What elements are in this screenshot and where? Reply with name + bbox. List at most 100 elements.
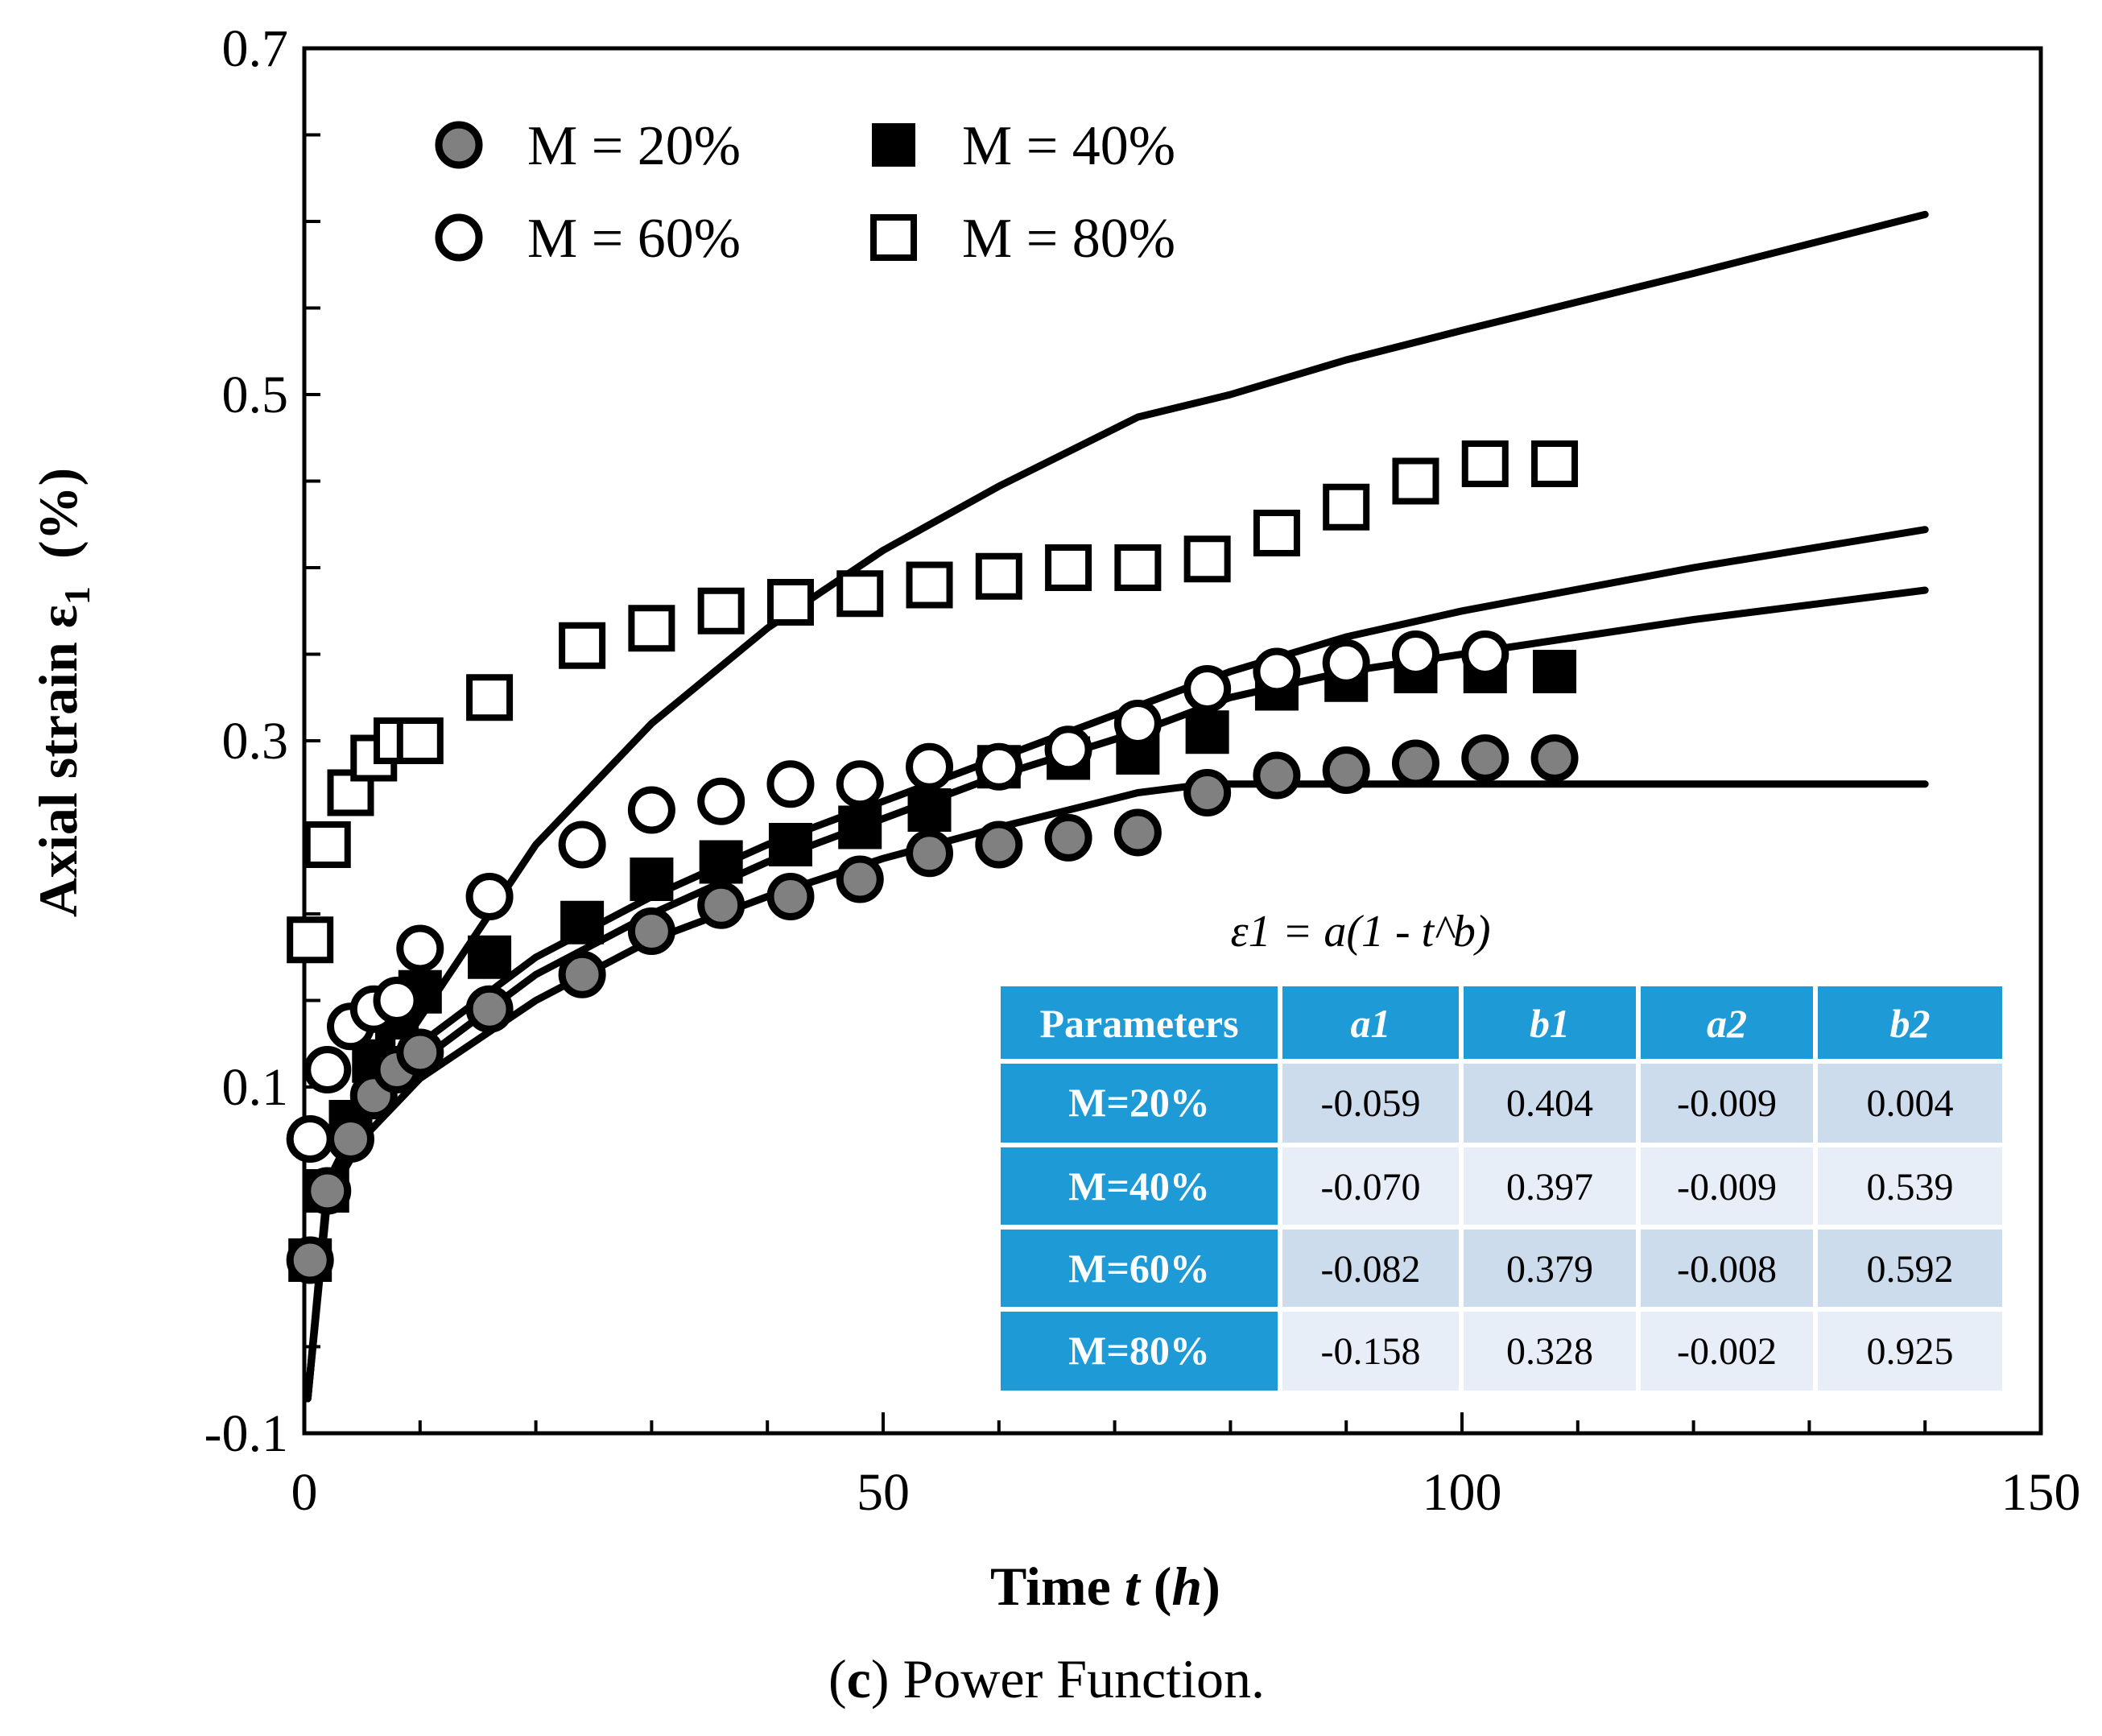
data-point (627, 786, 675, 834)
data-point (766, 873, 815, 920)
data-point (465, 985, 514, 1033)
legend-marker (435, 213, 483, 262)
data-point (1391, 630, 1439, 678)
table-value: -0.009 (1677, 1166, 1777, 1209)
data-point (468, 935, 512, 979)
series-open-square (287, 440, 1579, 964)
data-point (766, 760, 815, 808)
data-point (1391, 739, 1439, 787)
y-tick-label: 0.1 (222, 1058, 289, 1117)
legend-item: M = 20% (435, 115, 741, 177)
data-point (697, 777, 745, 825)
table-value: 0.925 (1867, 1330, 1954, 1373)
data-point (304, 1046, 352, 1093)
table-cell (1464, 1312, 1636, 1391)
legend-marker (435, 121, 483, 169)
axis-ticks: 0 50 100 150 -0.1 0.1 0.3 0.5 0.7 (204, 19, 2081, 1522)
data-point (560, 900, 605, 944)
data-point (1533, 650, 1577, 693)
table-header-cell (1464, 986, 1636, 1059)
data-point (697, 881, 745, 929)
series-open-circle (286, 630, 1509, 1163)
data-point (627, 907, 675, 955)
legend-item: M = 40% (872, 115, 1175, 177)
data-point (1044, 725, 1092, 774)
data-point (766, 579, 814, 626)
table-value: 0.592 (1867, 1248, 1954, 1291)
table-header-cell (1001, 986, 1278, 1059)
data-point (1044, 813, 1092, 862)
legend: M = 20% M = 40% M = 60% M = 80% (435, 115, 1175, 270)
data-point (907, 788, 952, 832)
data-point (836, 760, 884, 808)
table-cell (1282, 1147, 1459, 1225)
table-cell (1001, 1064, 1278, 1143)
table-value: -0.002 (1677, 1330, 1777, 1373)
table-value: 0.397 (1506, 1166, 1593, 1209)
parameter-table: ε1 = a(1 - t^b) Parameters a1 b1 a2 b2 M=20% -0… (1001, 907, 2002, 1391)
table-cell (1641, 1230, 1813, 1307)
y-tick-label: 0.3 (222, 712, 289, 771)
data-point (1183, 665, 1232, 713)
data-point (558, 820, 606, 869)
table-cell (1282, 1064, 1459, 1143)
x-tick-label: 150 (2001, 1463, 2081, 1522)
data-point (1461, 630, 1509, 678)
data-point (287, 916, 334, 964)
table-value: 0.328 (1506, 1330, 1593, 1373)
y-axis-title: Axial strain ε1 (%) (27, 468, 97, 917)
table-cell (1818, 1230, 2002, 1307)
data-point (559, 622, 606, 669)
table-row-label: M=20% (1068, 1080, 1210, 1125)
data-point (906, 561, 953, 609)
data-point (838, 805, 882, 849)
x-axis-title-text: Time t (h) (990, 1556, 1220, 1617)
y-axis-title-text: Axial strain ε1 (%) (27, 468, 97, 917)
data-point (286, 1115, 334, 1163)
table-value: 0.539 (1867, 1166, 1954, 1209)
table-value: 0.379 (1506, 1248, 1593, 1291)
data-point (466, 674, 514, 721)
data-point (286, 1236, 334, 1284)
legend-item: M = 80% (870, 208, 1175, 270)
table-value: -0.082 (1321, 1248, 1421, 1291)
table-cell (1001, 1230, 1278, 1307)
table-cell (1641, 1064, 1813, 1143)
data-point (1253, 647, 1301, 696)
table-cell (1818, 1064, 2002, 1143)
data-point (768, 823, 812, 866)
legend-label: M = 60% (527, 208, 741, 270)
data-point (1253, 510, 1300, 556)
data-point (1461, 440, 1509, 487)
data-point (906, 742, 954, 791)
table-header-label: b1 (1530, 1001, 1570, 1046)
data-point (465, 873, 514, 920)
table-cell (1464, 1064, 1636, 1143)
y-tick-label: -0.1 (204, 1404, 288, 1463)
series-gray-circle (286, 734, 1579, 1284)
data-point (1183, 535, 1231, 583)
table-header-cell (1818, 986, 2002, 1059)
table-value: 0.404 (1506, 1082, 1593, 1125)
legend-label: M = 80% (962, 208, 1175, 270)
data-point (1045, 544, 1092, 591)
y-tick-label: 0.5 (222, 366, 289, 424)
table-cell (1641, 1147, 1813, 1225)
data-point (396, 717, 444, 764)
table-value: 0.004 (1867, 1082, 1954, 1125)
data-point (373, 977, 421, 1024)
table-value: -0.070 (1321, 1166, 1421, 1209)
table-header-label: a1 (1351, 1001, 1391, 1046)
table-row-label: M=60% (1068, 1246, 1210, 1291)
fit-equation: ε1 = a(1 - t^b) (1231, 907, 1491, 957)
table-value: -0.158 (1321, 1330, 1421, 1373)
data-point (1185, 710, 1229, 754)
data-point (628, 605, 675, 652)
table-cell (1001, 1147, 1278, 1225)
data-point (1322, 746, 1370, 795)
data-point (1113, 700, 1162, 747)
table-row-label: M=80% (1068, 1328, 1210, 1373)
data-point (1392, 457, 1439, 505)
